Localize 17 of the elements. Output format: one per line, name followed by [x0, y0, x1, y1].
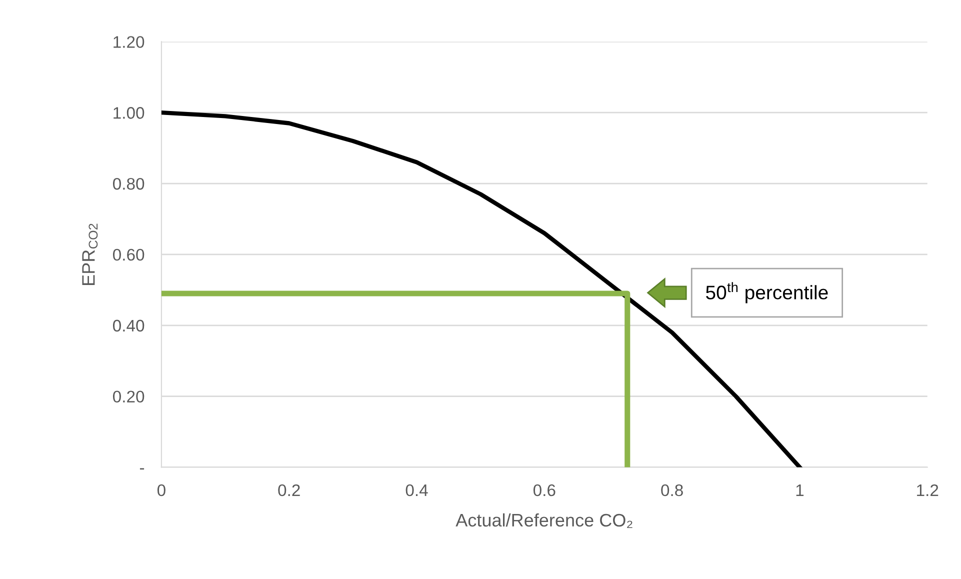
- y-tick-label: 0.40: [112, 320, 144, 332]
- annotation: 50$^{th}$ percentile: [706, 282, 828, 304]
- y-tick-label: 0.20: [112, 390, 144, 403]
- x-tick-label: 0: [157, 484, 166, 496]
- x-tick-label: 1: [796, 484, 804, 496]
- y-tick-label: 0.60: [112, 248, 144, 261]
- x-tick-label: 0.4: [406, 484, 428, 496]
- x-tick-label: 1.2: [917, 484, 938, 496]
- y-tick-label: 0.80: [112, 178, 144, 190]
- y-tick-label: 1.20: [114, 36, 144, 48]
- y-tick-label: 1.00: [114, 107, 144, 119]
- x-tick-label: 0.8: [661, 484, 683, 496]
- y-tick-label: -: [140, 468, 144, 470]
- y-axis-title: EPR$_{CO2}$: [82, 224, 98, 285]
- x-axis-title: Actual/Reference CO₂: [456, 513, 632, 528]
- x-tick-label: 0.6: [533, 484, 556, 496]
- x-tick-label: 0.2: [278, 484, 300, 496]
